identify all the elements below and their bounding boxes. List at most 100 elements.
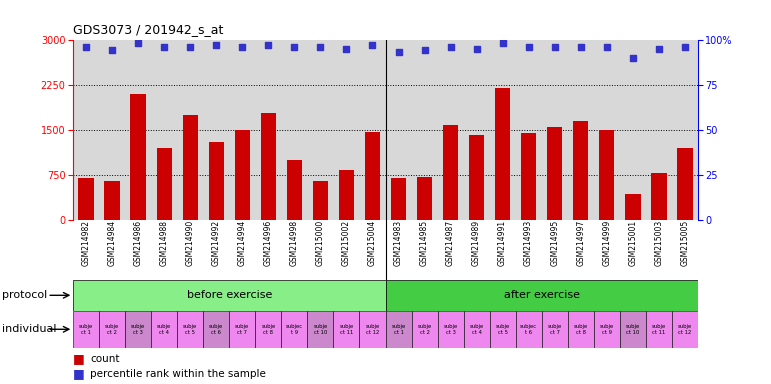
Text: subje
ct 4: subje ct 4 xyxy=(157,324,171,335)
Text: subje
ct 2: subje ct 2 xyxy=(105,324,120,335)
Bar xyxy=(463,311,490,348)
Text: subje
ct 10: subje ct 10 xyxy=(313,324,328,335)
Bar xyxy=(437,311,463,348)
Bar xyxy=(204,311,230,348)
Text: GSM214986: GSM214986 xyxy=(134,220,143,266)
Text: subje
ct 7: subje ct 7 xyxy=(235,324,250,335)
Text: percentile rank within the sample: percentile rank within the sample xyxy=(90,369,266,379)
Text: GSM215004: GSM215004 xyxy=(368,220,377,266)
Bar xyxy=(287,160,302,220)
Bar xyxy=(73,311,99,348)
Text: subje
ct 8: subje ct 8 xyxy=(574,324,588,335)
Bar xyxy=(469,135,484,220)
Bar xyxy=(130,94,146,220)
Bar xyxy=(625,194,641,220)
Bar xyxy=(599,130,614,220)
Text: ■: ■ xyxy=(73,367,85,380)
Bar xyxy=(520,133,537,220)
Text: subje
ct 8: subje ct 8 xyxy=(261,324,275,335)
Bar xyxy=(620,311,645,348)
Text: GSM214989: GSM214989 xyxy=(472,220,481,266)
Bar xyxy=(416,177,433,220)
Text: GSM215001: GSM215001 xyxy=(628,220,637,266)
Point xyxy=(419,47,431,53)
Text: subje
ct 7: subje ct 7 xyxy=(547,324,562,335)
Bar xyxy=(308,311,333,348)
Point xyxy=(210,42,223,48)
Text: subje
ct 11: subje ct 11 xyxy=(651,324,666,335)
Text: subjec
t 9: subjec t 9 xyxy=(286,324,303,335)
Text: GSM215002: GSM215002 xyxy=(342,220,351,266)
Point xyxy=(497,40,509,46)
Text: GSM214994: GSM214994 xyxy=(238,220,247,266)
Bar xyxy=(359,311,386,348)
Bar xyxy=(386,280,698,311)
Text: GSM214996: GSM214996 xyxy=(264,220,273,266)
Text: subje
ct 1: subje ct 1 xyxy=(79,324,93,335)
Bar xyxy=(281,311,308,348)
Bar xyxy=(234,130,250,220)
Bar xyxy=(547,127,562,220)
Bar xyxy=(261,113,276,220)
Text: GSM214999: GSM214999 xyxy=(602,220,611,266)
Text: ■: ■ xyxy=(73,353,85,366)
Point xyxy=(106,47,119,53)
Bar xyxy=(255,311,281,348)
Text: subje
ct 12: subje ct 12 xyxy=(678,324,692,335)
Text: subje
ct 10: subje ct 10 xyxy=(625,324,640,335)
Text: before exercise: before exercise xyxy=(187,290,272,300)
Text: subje
ct 11: subje ct 11 xyxy=(339,324,354,335)
Bar xyxy=(567,311,594,348)
Bar xyxy=(541,311,567,348)
Point xyxy=(340,46,352,52)
Bar xyxy=(125,311,151,348)
Text: subje
ct 12: subje ct 12 xyxy=(365,324,379,335)
Text: GSM214985: GSM214985 xyxy=(420,220,429,266)
Point xyxy=(236,44,248,50)
Bar xyxy=(490,311,516,348)
Bar xyxy=(73,280,386,311)
Bar xyxy=(677,148,692,220)
Text: GSM214987: GSM214987 xyxy=(446,220,455,266)
Text: after exercise: after exercise xyxy=(503,290,580,300)
Bar xyxy=(443,125,458,220)
Text: GSM214988: GSM214988 xyxy=(160,220,169,266)
Point xyxy=(80,44,93,50)
Text: protocol: protocol xyxy=(2,290,47,300)
Text: subje
ct 3: subje ct 3 xyxy=(131,324,146,335)
Bar xyxy=(177,311,204,348)
Bar xyxy=(495,88,510,220)
Point xyxy=(288,44,301,50)
Bar xyxy=(183,115,198,220)
Point xyxy=(678,44,691,50)
Text: GSM214983: GSM214983 xyxy=(394,220,403,266)
Text: subje
ct 4: subje ct 4 xyxy=(470,324,483,335)
Text: GSM214995: GSM214995 xyxy=(550,220,559,266)
Text: subje
ct 9: subje ct 9 xyxy=(600,324,614,335)
Bar xyxy=(386,311,412,348)
Bar xyxy=(645,311,672,348)
Point xyxy=(652,46,665,52)
Bar xyxy=(594,311,620,348)
Point xyxy=(366,42,379,48)
Text: subjec
t 6: subjec t 6 xyxy=(520,324,537,335)
Point xyxy=(470,46,483,52)
Text: subje
ct 6: subje ct 6 xyxy=(209,324,224,335)
Point xyxy=(158,44,170,50)
Bar xyxy=(573,121,588,220)
Bar xyxy=(157,148,172,220)
Bar xyxy=(313,181,328,220)
Point xyxy=(574,44,587,50)
Text: GSM214993: GSM214993 xyxy=(524,220,533,266)
Point xyxy=(548,44,561,50)
Bar xyxy=(412,311,438,348)
Text: subje
ct 5: subje ct 5 xyxy=(496,324,510,335)
Point xyxy=(132,40,144,46)
Bar xyxy=(99,311,125,348)
Bar xyxy=(230,311,255,348)
Point xyxy=(184,44,197,50)
Point xyxy=(601,44,613,50)
Text: subje
ct 2: subje ct 2 xyxy=(417,324,432,335)
Point xyxy=(315,44,327,50)
Text: GSM214992: GSM214992 xyxy=(212,220,221,266)
